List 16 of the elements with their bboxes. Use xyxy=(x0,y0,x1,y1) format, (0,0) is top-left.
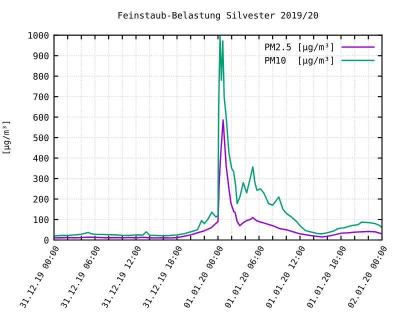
y-tick-label: 700 xyxy=(33,93,49,100)
y-tick-label: 400 xyxy=(33,154,49,162)
y-tick-label: 200 xyxy=(34,196,49,203)
y-tick-label: 800 xyxy=(33,72,49,80)
y-tick-label: 300 xyxy=(33,175,49,182)
y-axis-title: [µg/m³] xyxy=(2,122,11,154)
y-tick-label: 0 xyxy=(44,236,49,244)
y-tick-label: 600 xyxy=(33,114,49,121)
legend-label: PM10 [µg/m³] xyxy=(265,56,334,66)
y-tick-label: 100 xyxy=(34,216,49,224)
line-series xyxy=(54,35,382,237)
y-tick-label: 1000 xyxy=(28,32,49,39)
y-tick-label: 500 xyxy=(33,134,49,142)
chart-title: Feinstaub-Belastung Silvester 2019/20 xyxy=(118,12,318,20)
y-tick-label: 900 xyxy=(33,52,49,60)
legend-label: PM2.5 [µg/m³] xyxy=(265,43,334,52)
